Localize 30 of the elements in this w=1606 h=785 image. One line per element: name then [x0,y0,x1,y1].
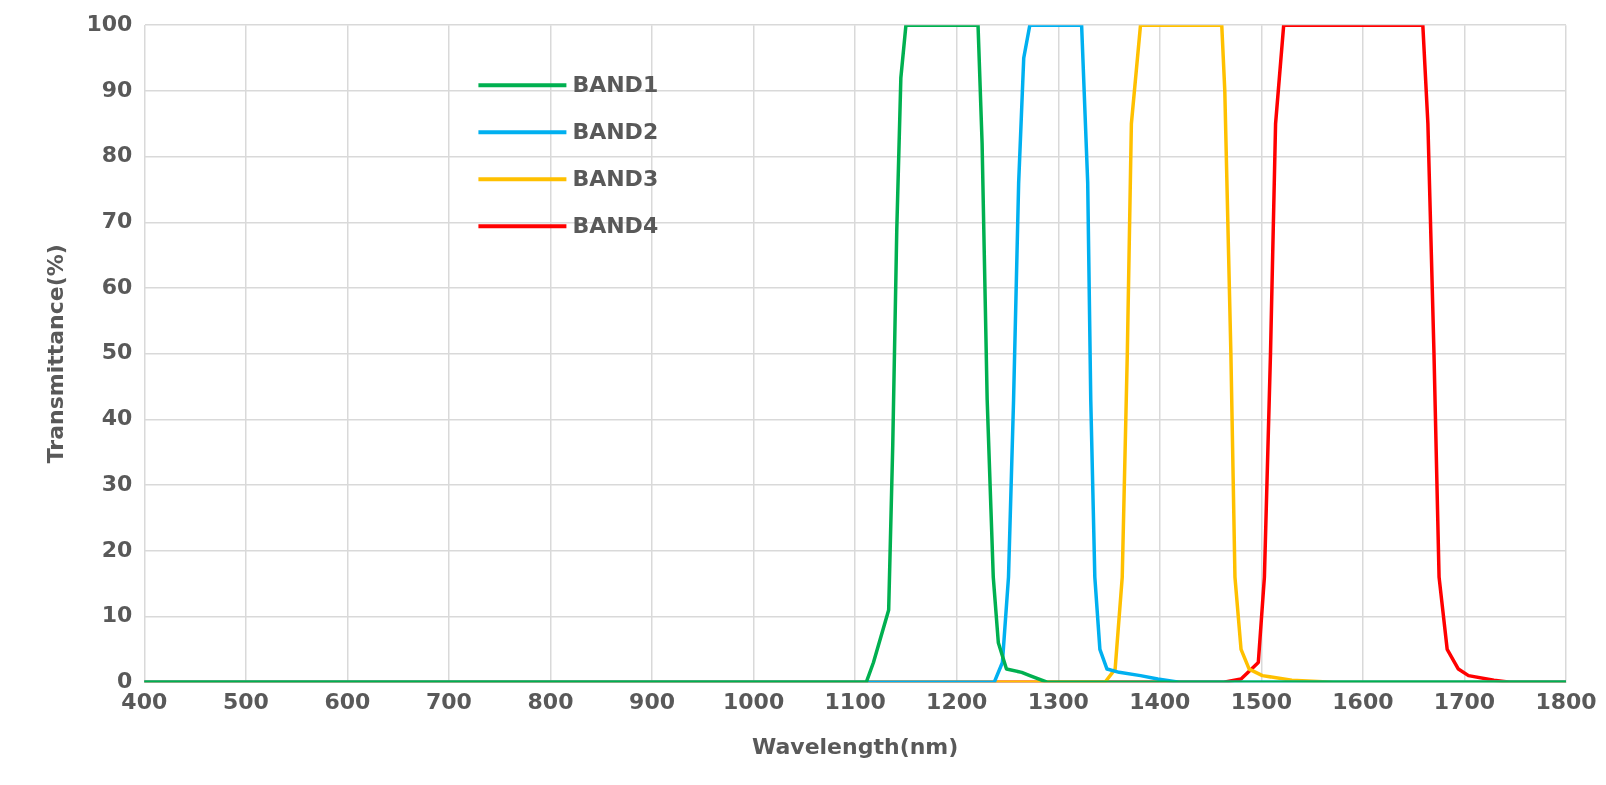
x-tick-label: 900 [629,689,676,715]
x-tick-label: 1800 [1535,689,1597,715]
x-tick-label: 500 [222,689,269,715]
x-tick-label: 1300 [1027,689,1089,715]
y-tick-label: 40 [101,405,133,431]
x-axis-title: Wavelength(nm) [751,733,959,759]
x-tick-label: 1600 [1332,689,1394,715]
legend-label: BAND1 [572,71,659,97]
legend-label: BAND2 [572,118,659,144]
y-tick-label: 50 [101,339,133,365]
y-tick-label: 10 [101,602,133,628]
y-axis-title: Transmittance(%) [42,244,68,464]
y-tick-label: 80 [101,142,133,168]
y-tick-label: 30 [101,470,133,496]
x-tick-label: 1000 [723,689,785,715]
y-tick-label: 100 [86,10,133,36]
y-tick-label: 60 [101,273,133,299]
y-tick-label: 70 [101,208,133,234]
x-tick-label: 800 [527,689,574,715]
y-tick-label: 90 [101,76,133,102]
legend-label: BAND4 [572,212,659,238]
x-tick-label: 600 [324,689,371,715]
x-tick-label: 1400 [1129,689,1191,715]
x-tick-label: 1700 [1433,689,1496,715]
x-tick-label: 1500 [1230,689,1292,715]
x-tick-label: 1100 [824,689,886,715]
x-tick-label: 700 [426,689,472,715]
x-tick-label: 1200 [926,689,988,715]
legend-label: BAND3 [572,165,659,191]
y-tick-label: 20 [101,536,133,562]
